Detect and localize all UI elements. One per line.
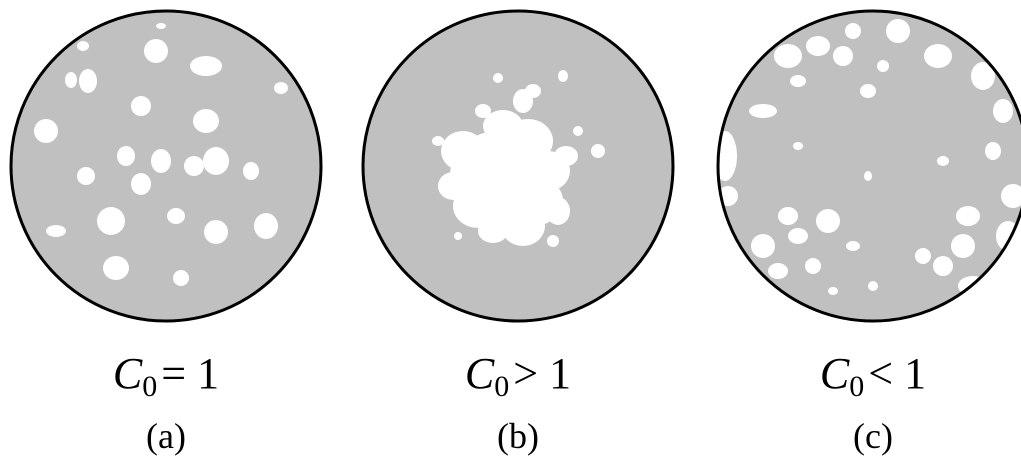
equation: C0= 1 — [113, 349, 219, 403]
inclusion — [156, 23, 166, 29]
inclusion — [432, 136, 444, 146]
inclusion — [493, 73, 503, 83]
inclusion — [454, 232, 462, 240]
inclusion — [846, 241, 860, 251]
inclusion — [144, 39, 168, 63]
inclusion — [441, 131, 485, 171]
inclusion — [547, 235, 559, 247]
inclusion — [806, 36, 830, 56]
inclusion — [573, 126, 583, 136]
subscript: 0 — [494, 370, 509, 403]
inclusion — [131, 96, 151, 116]
inclusion — [184, 156, 204, 176]
inclusion — [868, 281, 878, 291]
inclusion — [985, 142, 1001, 160]
inclusion — [193, 109, 219, 133]
inclusion — [501, 206, 545, 246]
inclusion — [915, 248, 931, 264]
inclusion — [790, 75, 806, 87]
subscript: 0 — [142, 370, 157, 403]
inclusion — [65, 72, 77, 88]
panel-label: (a) — [146, 416, 186, 456]
inclusion — [864, 171, 872, 181]
figure: C0= 1(a) C0> 1(b) C0< 1(c) — [0, 0, 1021, 461]
inclusion — [243, 162, 259, 180]
equation: C0< 1 — [820, 349, 926, 403]
symbol: C — [820, 349, 850, 398]
inclusion — [77, 41, 89, 51]
inclusion — [937, 156, 949, 166]
inclusion — [190, 56, 222, 76]
inclusion — [103, 256, 129, 280]
inclusion — [254, 213, 278, 239]
inclusion — [956, 206, 980, 226]
panel: C0> 1 (b) — [363, 11, 673, 456]
inclusion — [151, 149, 171, 173]
inclusion — [828, 287, 838, 295]
inclusion — [778, 207, 798, 225]
inclusion — [475, 104, 491, 118]
subscript: 0 — [849, 370, 864, 403]
inclusion — [79, 69, 97, 93]
inclusion — [877, 60, 889, 72]
inclusion — [951, 234, 975, 258]
inclusion — [845, 23, 861, 39]
condition: < 1 — [868, 349, 926, 398]
condition: > 1 — [513, 349, 571, 398]
symbol: C — [113, 349, 143, 398]
inclusion — [731, 281, 755, 301]
inclusion — [77, 167, 95, 185]
inclusion — [203, 147, 229, 175]
inclusion — [749, 104, 777, 118]
inclusion — [713, 131, 737, 181]
inclusion — [546, 197, 570, 225]
inclusion — [274, 82, 288, 94]
inclusion — [744, 24, 772, 48]
inclusion — [774, 44, 802, 68]
panel: C0< 1 (c) — [713, 11, 1021, 456]
inclusion — [525, 84, 541, 98]
inclusion — [46, 225, 66, 237]
inclusion — [438, 172, 468, 200]
inclusion — [131, 173, 151, 195]
inclusion — [924, 44, 952, 68]
condition: = 1 — [161, 349, 219, 398]
inclusion — [805, 258, 821, 274]
inclusion — [97, 207, 125, 235]
symbol: C — [465, 349, 495, 398]
panel: C0= 1 (a) — [11, 11, 321, 456]
inclusion — [816, 209, 840, 233]
panel-label: (c) — [853, 416, 893, 456]
inclusion — [751, 234, 775, 258]
inclusion — [167, 208, 185, 224]
inclusion — [554, 146, 578, 166]
inclusion — [173, 270, 189, 286]
inclusion — [933, 256, 953, 276]
inclusion — [204, 220, 228, 244]
inclusion — [860, 84, 876, 98]
inclusion — [591, 144, 605, 158]
panel-label: (b) — [497, 416, 539, 456]
inclusion — [117, 146, 135, 166]
inclusion — [768, 263, 788, 279]
inclusion — [558, 70, 568, 82]
equation: C0> 1 — [465, 349, 571, 403]
inclusion — [788, 228, 808, 244]
inclusion — [833, 46, 853, 66]
inclusion — [993, 99, 1013, 123]
inclusion — [793, 142, 803, 150]
inclusion — [34, 119, 58, 143]
inclusion — [886, 19, 910, 43]
inclusion — [478, 219, 508, 243]
